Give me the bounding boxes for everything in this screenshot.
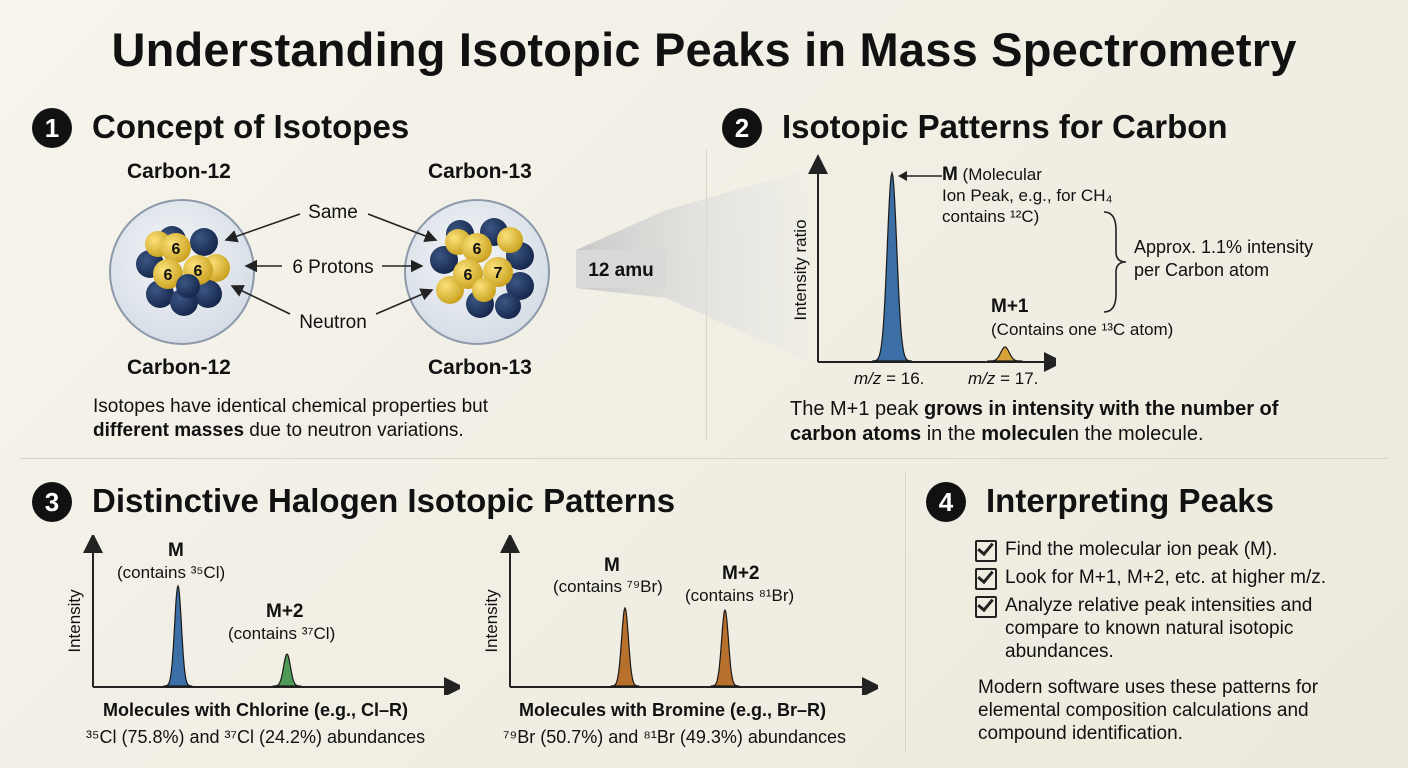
carbon-caption-b: grows in intensity with the number of: [923, 398, 1279, 420]
approx-brace: [1103, 211, 1127, 313]
page-title: Understanding Isotopic Peaks in Mass Spe…: [111, 23, 1297, 76]
br-peak-m2: [710, 608, 740, 687]
cl-caption: ³⁵Cl (75.8%) and ³⁷Cl (24.2%) abundances: [86, 727, 426, 747]
chlorine-ylabel: Intensity: [65, 589, 84, 653]
tick-m17: m/z = 17.: [968, 369, 1038, 389]
br-caption-bold: Molecules with Bromine (e.g., Br–R): [519, 700, 827, 720]
approx-note: Approx. 1.1% intensity per Carbon atom: [1134, 236, 1313, 282]
cl-peak-m: [163, 584, 193, 687]
carbon12-bottom-label: Carbon-12: [127, 356, 231, 379]
section-1-title: Concept of Isotopes: [92, 108, 410, 145]
m-peak-desc3: contains ¹²C): [942, 207, 1040, 226]
interpreting-footer: Modern software uses these patterns for …: [978, 677, 1319, 744]
section-3-title: Distinctive Halogen Isotopic Patterns: [92, 482, 676, 519]
br-m2-label: M+2: [722, 563, 760, 584]
chlorine-chart: Intensity: [65, 535, 460, 695]
checklist-item: Find the molecular ion peak (M).: [975, 538, 1375, 562]
section-2-title: Isotopic Patterns for Carbon: [782, 108, 1228, 145]
nucleus-right-1: 6: [464, 267, 473, 284]
same-label: Same: [308, 202, 358, 223]
nucleus-right-2: 7: [494, 265, 503, 282]
checkbox-icon: [975, 568, 997, 590]
br-m-label: M: [604, 555, 620, 576]
checklist-item-text: Find the molecular ion peak (M).: [1005, 539, 1278, 560]
carbon-caption: The M+1 peak grows in intensity with the…: [790, 397, 1278, 447]
carbon-caption-d: in the: [921, 423, 982, 445]
m-peak-arrow: [898, 171, 942, 181]
tick-m16-val: = 16.: [881, 369, 925, 388]
zoom-label: 12 amu: [588, 260, 653, 281]
checkbox-icon: [975, 596, 997, 618]
br-peak-m: [610, 606, 640, 687]
carbon-chart: 12 amu Intensity ratio: [576, 154, 1056, 372]
nucleus-left-1: 6: [164, 267, 173, 284]
carbon13-top-label: Carbon-13: [428, 160, 532, 183]
nucleus-left-2: 6: [194, 263, 203, 280]
checklist-item: Look for M+1, M+2, etc. at higher m/z.: [975, 566, 1375, 590]
m-peak-desc1: (Molecular: [957, 165, 1042, 184]
m-peak-desc2: Ion Peak, e.g., for CH₄: [942, 186, 1113, 205]
section-4-title: Interpreting Peaks: [986, 482, 1274, 519]
carbon12-atom: 6 6 6: [109, 199, 255, 345]
bromine-ylabel: Intensity: [482, 589, 501, 653]
carbon12-top-label: Carbon-12: [127, 160, 231, 183]
section-2-number: 2: [722, 108, 762, 148]
cl-peak-m2: [272, 653, 302, 687]
carbon-caption-a: The M+1 peak: [790, 398, 924, 420]
cl-caption-bold: Molecules with Chlorine (e.g., Cl–R): [103, 700, 409, 720]
isotope-atoms-diagram: 6 6 6 6 6 7 Same 6 Protons Neutron: [109, 199, 550, 345]
carbon-ylabel: Intensity ratio: [791, 219, 810, 320]
checklist-item-text: Look for M+1, M+2, etc. at higher m/z.: [1005, 567, 1327, 588]
nucleus-right-0: 6: [473, 241, 482, 258]
interpreting-checklist: Find the molecular ion peak (M). Look fo…: [975, 538, 1375, 663]
neutron-label: Neutron: [299, 312, 367, 333]
concept-caption: Isotopes have identical chemical propert…: [93, 395, 488, 443]
divider-vertical-bottom: [905, 472, 906, 752]
zoom-box: [576, 250, 666, 288]
bromine-chart: Intensity: [482, 535, 878, 695]
approx-line2: per Carbon atom: [1134, 260, 1270, 280]
carbon-peak-m1: [987, 346, 1023, 362]
br-caption: ⁷⁹Br (50.7%) and ⁸¹Br (49.3%) abundances: [503, 727, 846, 747]
divider-horizontal: [20, 458, 1388, 459]
approx-line1: Approx. 1.1% intensity: [1134, 237, 1314, 257]
protons-label: 6 Protons: [292, 257, 373, 278]
checklist-item: Analyze relative peak intensities and co…: [975, 594, 1375, 663]
carbon-caption-f: n the molecule.: [1067, 423, 1204, 445]
carbon-caption-c: carbon atoms: [790, 423, 922, 445]
carbon-caption-e: molecule: [981, 423, 1068, 445]
nucleus-left-0: 6: [172, 241, 181, 258]
tick-m17-val: = 17.: [995, 369, 1039, 388]
concept-caption-bold: different masses: [93, 420, 245, 441]
cl-m-label: M: [168, 540, 184, 561]
m1-peak-desc: (Contains one ¹³C atom): [991, 320, 1174, 339]
carbon13-atom: 6 6 7: [404, 199, 550, 345]
carbon13-bottom-label: Carbon-13: [428, 356, 532, 379]
cl-m2-desc: (contains ³⁷Cl): [228, 624, 336, 643]
m-peak-annotation: M (Molecular Ion Peak, e.g., for CH₄ con…: [942, 164, 1112, 227]
br-m-desc: (contains ⁷⁹Br): [553, 577, 663, 596]
concept-caption-line1: Isotopes have identical chemical propert…: [93, 396, 489, 417]
cl-m-desc: (contains ³⁵Cl): [117, 563, 226, 582]
br-m2-desc: (contains ⁸¹Br): [685, 586, 795, 605]
tick-m16-mz: m/z: [854, 369, 882, 388]
cl-m2-label: M+2: [266, 601, 304, 622]
checkbox-icon: [975, 540, 997, 562]
tick-m16: m/z = 16.: [854, 369, 924, 389]
section-1-number: 1: [32, 108, 72, 148]
tick-m17-mz: m/z: [968, 369, 996, 388]
concept-caption-line2: different masses due to neutron variatio…: [93, 419, 488, 443]
concept-caption-rest: due to neutron variations.: [244, 420, 464, 441]
m-peak-label: M: [942, 164, 958, 185]
m1-peak-label: M+1: [991, 296, 1029, 317]
zoom-funnel: [576, 170, 806, 360]
checklist-item-text: Analyze relative peak intensities and co…: [1005, 595, 1313, 662]
section-3-number: 3: [32, 482, 72, 522]
section-4-number: 4: [926, 482, 966, 522]
carbon-peak-m: [872, 170, 912, 362]
